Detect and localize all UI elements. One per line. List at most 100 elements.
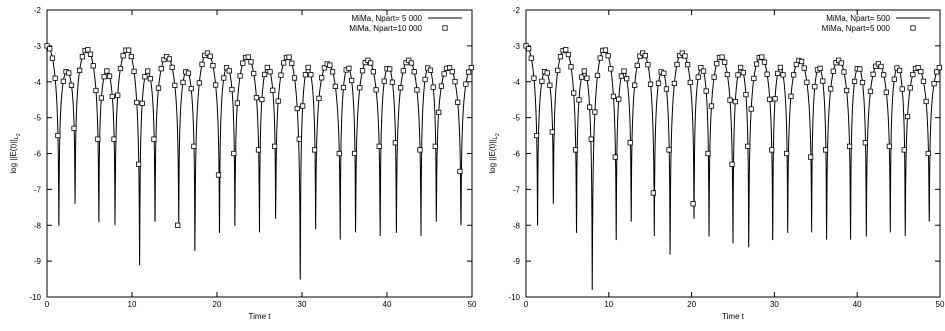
y-axis-label-main: log ||E(t)|| (488, 140, 497, 174)
data-marker (77, 67, 83, 74)
data-marker (764, 71, 770, 77)
y-tick-label: -4 (513, 78, 521, 87)
data-marker (708, 103, 715, 109)
data-marker (563, 47, 569, 53)
data-marker (568, 64, 574, 70)
data-marker (663, 86, 670, 92)
data-marker (780, 72, 786, 78)
x-axis-label: Time t (249, 312, 272, 321)
data-marker (565, 51, 571, 58)
data-marker (79, 54, 85, 60)
data-marker (918, 68, 924, 75)
plot-frame (46, 9, 473, 298)
y-tick-label: -8 (513, 221, 521, 230)
y-tick-label: -9 (34, 257, 42, 266)
data-marker (49, 55, 56, 61)
data-marker (555, 67, 561, 74)
data-marker (223, 65, 230, 71)
y-axis-label: log ||E(t)||L2 (9, 133, 22, 173)
data-marker (93, 87, 99, 94)
data-marker (126, 47, 132, 53)
data-marker (761, 59, 768, 65)
data-marker (151, 136, 157, 142)
data-marker (381, 78, 387, 84)
data-marker (632, 82, 638, 88)
data-marker (392, 140, 398, 146)
data-marker (346, 65, 352, 71)
data-marker (204, 50, 211, 56)
data-marker (278, 72, 284, 78)
data-marker (196, 80, 202, 86)
data-marker (727, 97, 733, 103)
data-marker (612, 154, 618, 160)
data-marker (272, 143, 278, 149)
data-marker (229, 86, 235, 93)
data-marker (838, 60, 844, 66)
y-tick-label: -3 (34, 42, 42, 51)
data-marker (213, 82, 219, 88)
data-marker (891, 76, 897, 82)
data-marker (581, 68, 587, 74)
x-tick-label: 0 (45, 300, 50, 309)
data-marker (753, 61, 760, 67)
data-marker (47, 46, 53, 52)
data-marker (158, 66, 164, 72)
data-marker (87, 51, 94, 57)
data-marker (185, 70, 192, 76)
data-marker (690, 201, 696, 207)
data-marker (793, 61, 799, 68)
y-axis-label-group: log ||E(t)||L2 (488, 133, 501, 173)
data-marker (463, 81, 469, 87)
data-marker (71, 125, 77, 131)
data-marker (584, 75, 590, 81)
data-marker (253, 95, 260, 101)
y-axis-label-sup: 2 (495, 133, 501, 136)
y-tick-label: -7 (34, 185, 42, 194)
y-axis-label-group: log ||E(t)||L2 (9, 133, 22, 173)
data-marker (199, 61, 205, 67)
data-marker (812, 84, 818, 90)
data-marker (544, 70, 550, 76)
y-tick-label: -7 (513, 185, 521, 194)
data-marker (281, 60, 287, 66)
data-marker (422, 76, 428, 83)
data-marker (759, 54, 765, 60)
data-marker (340, 84, 347, 91)
data-marker (711, 74, 717, 80)
data-marker (925, 150, 931, 157)
data-marker (188, 86, 194, 92)
data-marker (822, 147, 829, 153)
data-marker (645, 62, 651, 68)
data-marker (528, 55, 534, 61)
data-marker (817, 65, 823, 71)
data-marker (452, 79, 458, 85)
y-axis-label-sub: L (14, 136, 20, 140)
x-axis-label: Time t (722, 312, 745, 321)
data-marker (549, 129, 555, 135)
data-marker (579, 74, 585, 80)
data-marker (904, 113, 911, 120)
y-tick-label: -6 (34, 150, 42, 159)
y-tick-label: -5 (513, 114, 521, 123)
data-marker (679, 50, 685, 56)
data-marker (777, 64, 783, 71)
data-marker (449, 69, 455, 75)
data-marker (602, 47, 609, 53)
data-marker (332, 83, 338, 89)
data-marker (798, 58, 805, 65)
data-marker (724, 71, 730, 78)
data-marker (621, 68, 627, 74)
data-marker (788, 93, 794, 99)
data-marker (60, 78, 66, 84)
data-marker (857, 66, 863, 72)
data-marker (878, 63, 884, 70)
data-marker (594, 72, 601, 79)
data-marker (685, 62, 691, 68)
data-marker (597, 55, 603, 61)
data-marker (215, 172, 222, 178)
data-marker (907, 85, 913, 91)
data-marker (427, 67, 434, 73)
data-marker (302, 72, 309, 78)
series-markers (44, 43, 474, 228)
